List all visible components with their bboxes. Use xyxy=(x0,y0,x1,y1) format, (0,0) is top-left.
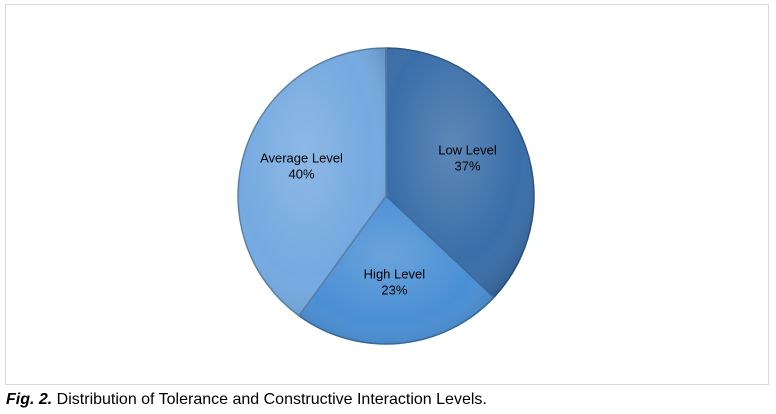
pie-slice-shade-high-level xyxy=(299,196,494,344)
data-label-high-level: High Level xyxy=(364,266,426,281)
data-label-average-level: Average Level xyxy=(260,151,343,166)
pie-slice-shade-average-level xyxy=(238,48,386,316)
pie-slices xyxy=(237,47,535,345)
figure-caption-label: Fig. 2. xyxy=(6,391,53,408)
figure-caption: Fig. 2. Distribution of Tolerance and Co… xyxy=(6,391,487,409)
chart-area: Low Level 37% High Level 23% Average Level 40… xyxy=(5,4,769,385)
pie-slice-shade-low-level xyxy=(386,48,534,298)
data-value-low-level: 37% xyxy=(454,159,480,174)
data-value-average-level: 40% xyxy=(288,167,314,182)
data-label-low-level: Low Level xyxy=(438,143,497,158)
figure-caption-text: Distribution of Tolerance and Constructi… xyxy=(52,391,487,408)
data-value-high-level: 23% xyxy=(381,282,407,297)
